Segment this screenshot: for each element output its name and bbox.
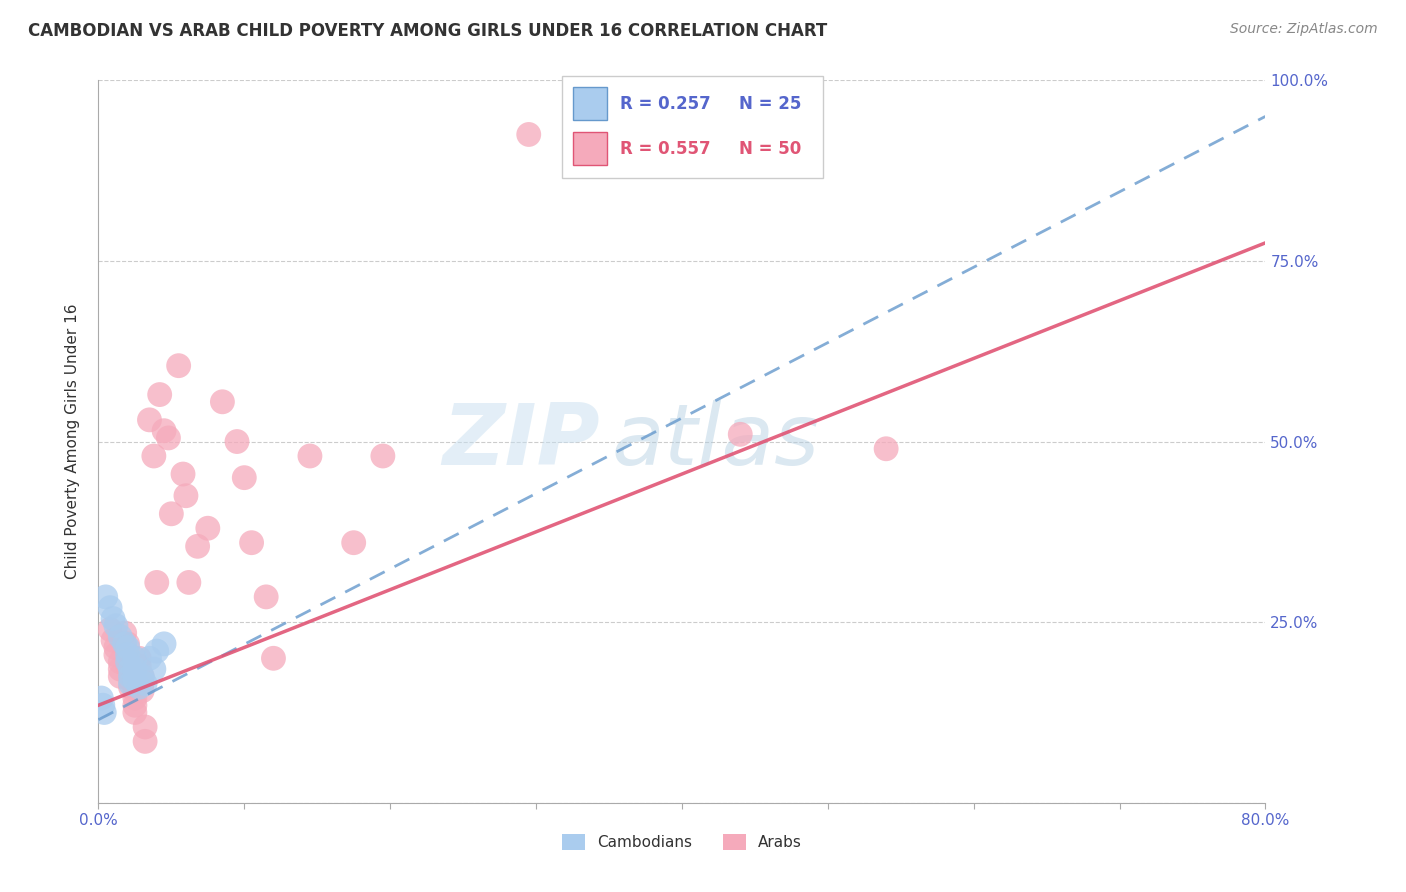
Point (110, 630, 132, 644)
Point (343, 535, 366, 549)
Point (120, 665, 142, 680)
Point (117, 637, 139, 651)
Point (177, 575, 200, 590)
Point (91, 698, 114, 713)
Bar (572, 87, 606, 120)
Point (128, 680, 150, 694)
Point (134, 734, 156, 748)
Point (138, 413, 160, 427)
Point (124, 691, 146, 706)
Point (174, 489, 197, 503)
Bar (572, 132, 606, 165)
Text: R = 0.557: R = 0.557 (620, 140, 710, 158)
Point (131, 676, 153, 690)
Point (134, 676, 156, 690)
Point (131, 669, 153, 683)
Point (90, 691, 112, 706)
Point (104, 640, 127, 655)
Text: R = 0.257: R = 0.257 (620, 95, 710, 112)
FancyBboxPatch shape (562, 76, 823, 178)
Point (124, 662, 146, 676)
Point (875, 442, 897, 456)
Point (117, 658, 139, 673)
Point (254, 590, 277, 604)
Point (138, 651, 160, 665)
Point (94, 590, 117, 604)
Point (233, 470, 256, 484)
Point (211, 394, 233, 409)
Point (142, 662, 165, 676)
Point (104, 619, 127, 633)
Point (153, 637, 176, 651)
Point (153, 424, 176, 438)
Point (117, 640, 139, 655)
Point (146, 644, 169, 658)
Point (117, 651, 139, 665)
Text: N = 50: N = 50 (740, 140, 801, 158)
Point (110, 655, 132, 669)
Point (98, 600, 121, 615)
Point (172, 467, 194, 481)
Point (104, 648, 127, 662)
Text: N = 25: N = 25 (740, 95, 801, 112)
Point (131, 683, 153, 698)
Point (160, 507, 183, 521)
Point (128, 651, 150, 665)
Point (110, 662, 132, 676)
Point (240, 535, 263, 549)
Point (124, 706, 146, 720)
Point (120, 673, 142, 687)
Point (146, 575, 169, 590)
Point (167, 359, 190, 373)
Point (226, 434, 249, 449)
Point (124, 673, 146, 687)
Text: ZIP: ZIP (443, 400, 600, 483)
Point (110, 669, 132, 683)
Point (114, 637, 136, 651)
Point (98, 623, 121, 637)
Point (117, 648, 139, 662)
Point (262, 651, 284, 665)
Legend: Cambodians, Arabs: Cambodians, Arabs (555, 829, 808, 856)
Point (187, 539, 209, 553)
Point (120, 662, 142, 676)
Point (131, 669, 153, 683)
Point (120, 676, 142, 690)
Point (114, 626, 136, 640)
Point (149, 387, 172, 401)
Text: Source: ZipAtlas.com: Source: ZipAtlas.com (1230, 22, 1378, 37)
Point (101, 611, 124, 625)
Point (128, 658, 150, 673)
Point (197, 521, 219, 535)
Y-axis label: Child Poverty Among Girls Under 16: Child Poverty Among Girls Under 16 (65, 304, 80, 579)
Point (134, 720, 156, 734)
Point (157, 431, 180, 445)
Point (93, 706, 115, 720)
Point (120, 680, 142, 694)
Point (117, 655, 139, 669)
Point (730, 427, 752, 442)
Point (517, 128, 540, 142)
Point (298, 449, 321, 463)
Point (124, 698, 146, 713)
Point (124, 651, 146, 665)
Text: CAMBODIAN VS ARAB CHILD POVERTY AMONG GIRLS UNDER 16 CORRELATION CHART: CAMBODIAN VS ARAB CHILD POVERTY AMONG GI… (28, 22, 827, 40)
Point (120, 669, 142, 683)
Point (371, 449, 394, 463)
Point (124, 683, 146, 698)
Point (142, 449, 165, 463)
Point (101, 633, 124, 648)
Text: atlas: atlas (612, 400, 820, 483)
